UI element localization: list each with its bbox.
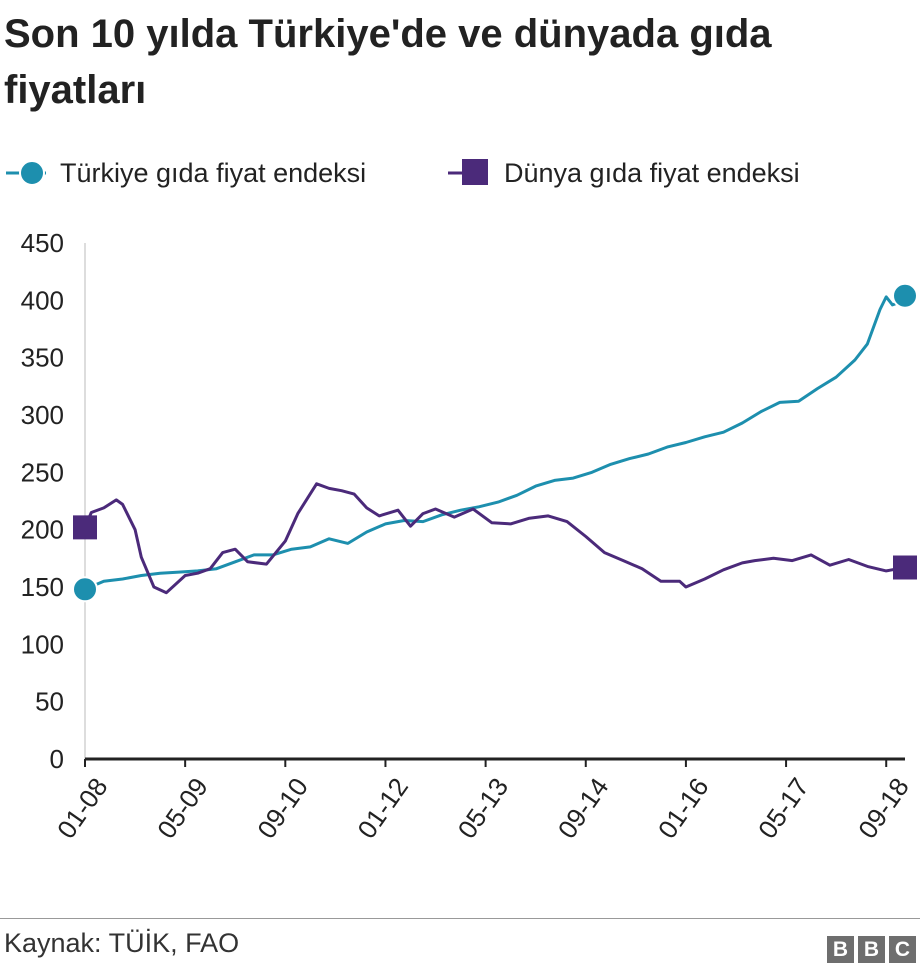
bbc-logo: B B C bbox=[827, 936, 916, 963]
legend-marker-square-icon bbox=[448, 159, 488, 185]
y-tick-label: 450 bbox=[21, 228, 64, 258]
y-axis: 0 50 100 150 200 250 300 350 400 450 bbox=[21, 228, 86, 774]
bbc-logo-letter: B bbox=[858, 936, 885, 963]
x-tick-label: 05-13 bbox=[452, 772, 515, 844]
y-tick-label: 350 bbox=[21, 343, 64, 373]
series-endpoint-turkiye-start bbox=[72, 576, 98, 603]
x-tick-label: 09-18 bbox=[852, 772, 915, 844]
x-tick-label: 09-14 bbox=[552, 772, 615, 844]
legend-marker-circle-icon bbox=[6, 160, 46, 186]
legend-item-dunya: Dünya gıda fiyat endeksi bbox=[448, 150, 800, 196]
source-note: Kaynak: TÜİK, FAO bbox=[4, 928, 240, 958]
legend-item-turkiye: Türkiye gıda fiyat endeksi bbox=[6, 150, 366, 196]
x-tick-label: 01-12 bbox=[351, 772, 414, 844]
x-tick-label: 01-08 bbox=[51, 772, 114, 844]
x-tick-label: 05-17 bbox=[752, 772, 815, 844]
y-tick-label: 250 bbox=[21, 457, 64, 487]
series-line-turkiye bbox=[83, 294, 907, 591]
series-line-dunya bbox=[83, 482, 907, 595]
y-tick-label: 100 bbox=[21, 629, 64, 659]
bbc-logo-letter: B bbox=[827, 936, 854, 963]
series-layer bbox=[72, 282, 918, 603]
bbc-logo-letter: C bbox=[889, 936, 916, 963]
line-chart: 0 50 100 150 200 250 300 350 400 450 01-08 05-09 09… bbox=[21, 228, 918, 844]
legend: Türkiye gıda fiyat endeksi Dünya gıda fi… bbox=[0, 150, 920, 196]
y-tick-label: 0 bbox=[50, 744, 64, 774]
x-tick-label: 09-10 bbox=[251, 772, 314, 844]
y-tick-label: 50 bbox=[35, 687, 64, 717]
series-endpoint-turkiye-end bbox=[892, 282, 918, 309]
x-tick-label: 05-09 bbox=[151, 772, 214, 844]
chart-title: Son 10 yılda Türkiye'de ve dünyada gıda … bbox=[4, 12, 772, 112]
x-axis: 01-08 05-09 09-10 01-12 05-13 09-14 01-16 05-17… bbox=[51, 757, 915, 844]
y-tick-label: 150 bbox=[21, 572, 64, 602]
footer-divider bbox=[0, 918, 920, 919]
y-tick-label: 200 bbox=[21, 515, 64, 545]
legend-label-dunya: Dünya gıda fiyat endeksi bbox=[504, 157, 800, 188]
series-endpoint-dunya-end bbox=[893, 555, 917, 580]
legend-label-turkiye: Türkiye gıda fiyat endeksi bbox=[60, 157, 367, 188]
y-tick-label: 300 bbox=[21, 400, 64, 430]
series-endpoint-dunya-start bbox=[73, 515, 97, 540]
x-tick-label: 01-16 bbox=[652, 772, 715, 844]
y-tick-label: 400 bbox=[21, 285, 64, 315]
